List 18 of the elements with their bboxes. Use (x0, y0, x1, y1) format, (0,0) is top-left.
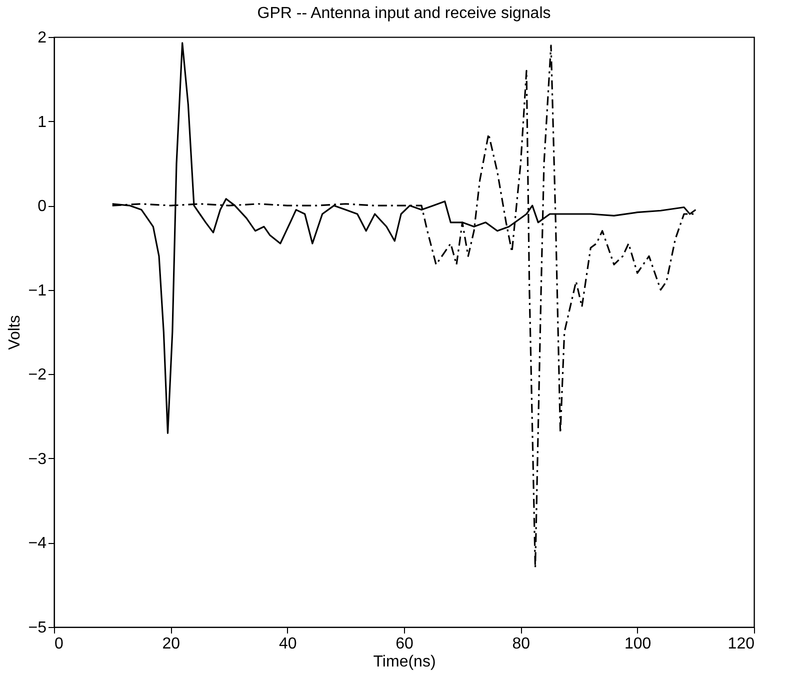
y-tick-label: −1 (28, 282, 47, 300)
y-tick-label: 1 (38, 114, 47, 131)
y-axis-title: Volts (6, 315, 24, 350)
y-tick-label: −2 (28, 366, 47, 384)
x-tick-label: 100 (624, 636, 652, 652)
x-tick-label: 20 (162, 636, 180, 652)
x-tick-label: 120 (728, 636, 755, 652)
chart-title: GPR -- Antenna input and receive signals (257, 5, 551, 22)
y-tick-label: 2 (38, 30, 47, 46)
x-tick-label: 60 (396, 636, 414, 652)
x-tick-label: 0 (54, 636, 64, 652)
y-tick-label: −4 (28, 535, 47, 552)
x-tick-label: 40 (278, 636, 297, 652)
y-tick-label: −3 (28, 450, 47, 468)
y-tick-label: 0 (38, 198, 47, 216)
x-tick-label: 80 (512, 636, 530, 652)
y-tick-label: −5 (28, 620, 47, 636)
x-axis-title: Time(ns) (373, 654, 436, 670)
